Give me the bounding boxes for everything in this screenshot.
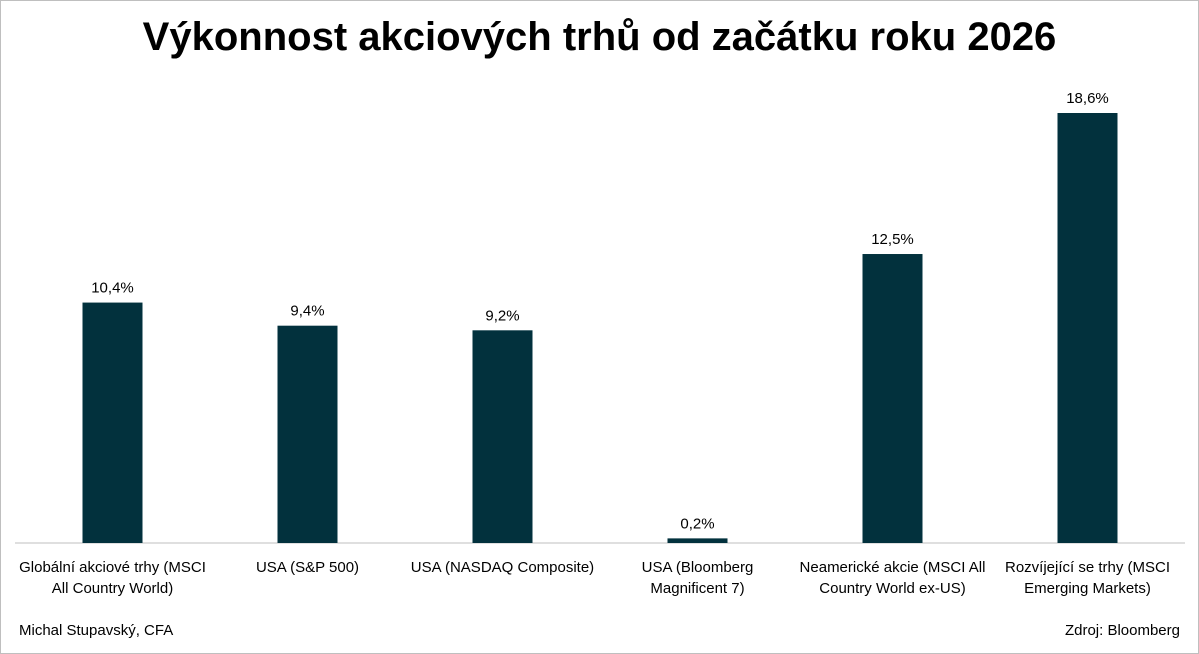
author: Michal Stupavský, CFA: [19, 622, 174, 639]
x-tick-label: Neamerické akcie (MSCI All Country World…: [799, 559, 986, 597]
value-label: 12,5%: [871, 231, 914, 248]
x-tick-label: USA (Bloomberg Magnificent 7): [641, 559, 754, 597]
bar: [862, 254, 923, 544]
bar: [667, 538, 728, 543]
bar: [82, 302, 143, 543]
x-tick-label: USA (NASDAQ Composite): [410, 559, 595, 576]
bar: [277, 325, 338, 543]
bar: [1057, 113, 1118, 543]
value-label: 10,4%: [91, 280, 134, 297]
chart-title: Výkonnost akciových trhů od začátku roku…: [142, 15, 1057, 59]
bar: [472, 330, 533, 543]
value-label: 0,2%: [680, 515, 714, 532]
x-tick-label: Rozvíjející se trhy (MSCI Emerging Marke…: [1004, 559, 1171, 597]
value-label: 9,2%: [485, 307, 519, 324]
source: Zdroj: Bloomberg: [1064, 622, 1180, 639]
value-label: 18,6%: [1066, 90, 1109, 107]
x-tick-label: USA (S&P 500): [255, 559, 360, 576]
x-tick-label: Globální akciové trhy (MSCI All Country …: [19, 559, 206, 597]
value-label: 9,4%: [290, 303, 324, 320]
